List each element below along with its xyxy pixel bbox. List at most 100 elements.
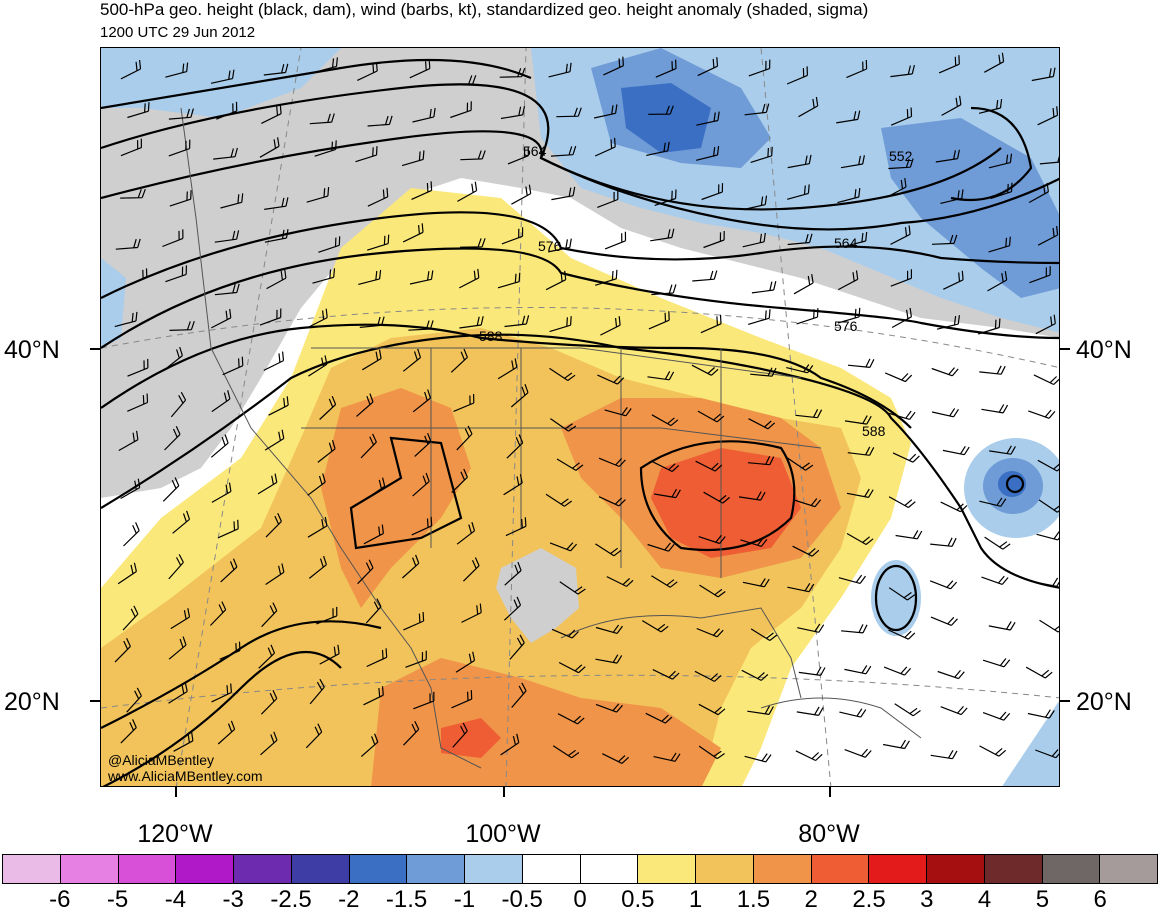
- wind-barb: [308, 555, 327, 579]
- wind-barb: [839, 708, 867, 718]
- anomaly-red-east: [651, 448, 801, 558]
- wind-barb: [367, 187, 389, 207]
- wind-barb: [787, 154, 812, 169]
- wind-barb: [319, 395, 337, 420]
- wind-barb: [356, 393, 374, 417]
- wind-barb: [603, 56, 624, 76]
- wind-barb: [122, 605, 139, 631]
- wind-barb: [797, 623, 825, 633]
- wind-barb: [263, 351, 285, 371]
- colorbar-swatch: [291, 855, 350, 883]
- anomaly-blue-se: [1002, 701, 1059, 786]
- wind-barb: [263, 63, 289, 76]
- colorbar-label: 3: [920, 886, 934, 913]
- wind-barb: [511, 682, 527, 708]
- wind-barb: [937, 670, 965, 680]
- wind-barb: [598, 457, 626, 468]
- wind-barb: [264, 429, 285, 451]
- wind-barb: [551, 186, 576, 201]
- wind-barb: [697, 410, 725, 423]
- wind-barb: [882, 739, 910, 750]
- wind-barb: [503, 596, 522, 621]
- wind-barb: [694, 670, 722, 682]
- wind-barb: [698, 703, 726, 716]
- wind-barb: [452, 722, 468, 748]
- wind-barb: [460, 150, 486, 161]
- wind-barb: [748, 418, 776, 430]
- wind-barb: [645, 712, 673, 724]
- wind-barb: [499, 68, 526, 78]
- wind-barb: [497, 358, 518, 380]
- wind-barb: [648, 311, 670, 330]
- wind-barb: [363, 686, 384, 706]
- wind-barb: [595, 624, 623, 634]
- wind-barb: [888, 496, 916, 509]
- wind-barb: [598, 496, 626, 507]
- tick: [90, 700, 100, 702]
- wind-barb: [795, 409, 823, 419]
- wind-barb: [1035, 749, 1059, 759]
- wind-barb: [118, 430, 139, 452]
- wind-barb: [988, 236, 1011, 253]
- wind-barb: [888, 587, 916, 601]
- wind-barb: [412, 389, 431, 413]
- wind-barb: [891, 307, 912, 329]
- colorbar-label: -3: [222, 886, 244, 913]
- borders: [180, 107, 922, 769]
- wind-barb: [940, 189, 964, 204]
- wind-barb: [798, 666, 826, 676]
- wind-barb: [978, 99, 1003, 114]
- wind-barb: [744, 753, 772, 763]
- wind-barb: [266, 269, 287, 290]
- wind-barb: [265, 563, 285, 585]
- colorbar-label: 2.5: [852, 886, 886, 913]
- wind-barb: [360, 733, 379, 758]
- map-svg: 564 552 576 564 588 576 588: [101, 48, 1059, 786]
- wind-barb: [597, 190, 619, 208]
- colorbar-swatch: [118, 855, 177, 883]
- wind-barb: [456, 425, 473, 451]
- contour-labels: 564 552 576 564 588 576 588: [479, 143, 913, 439]
- wind-barb: [307, 516, 328, 538]
- wind-barb: [1027, 709, 1055, 719]
- colorbar-swatch: [176, 855, 234, 883]
- wind-barb: [1033, 374, 1059, 386]
- contour-label: 576: [834, 318, 858, 334]
- wind-barb: [545, 270, 567, 291]
- wind-barb: [556, 458, 584, 471]
- wind-barb: [257, 473, 278, 495]
- colorbar-swatch: [927, 855, 985, 883]
- wind-barb: [507, 146, 529, 165]
- wind-barb: [931, 367, 959, 377]
- wind-barb: [696, 627, 724, 638]
- colorbar-swatch: [407, 855, 465, 883]
- wind-barb: [402, 348, 422, 372]
- wind-barb: [168, 139, 191, 157]
- wind-barb: [981, 404, 1009, 414]
- wind-barb: [1028, 182, 1049, 204]
- wind-barb: [888, 158, 914, 170]
- wind-barb: [747, 705, 774, 715]
- wind-barb: [548, 62, 572, 78]
- colorbar-swatch: [638, 855, 696, 883]
- wind-barb: [165, 265, 187, 283]
- wind-barb: [691, 364, 719, 376]
- wind-barb: [1039, 155, 1059, 165]
- wind-barb: [545, 493, 573, 507]
- wind-barb: [260, 690, 278, 715]
- wind-barb: [602, 753, 630, 764]
- wind-barb: [506, 434, 524, 459]
- wind-barb: [367, 234, 390, 251]
- wind-barb: [403, 611, 425, 631]
- wind-barb: [308, 355, 328, 377]
- wind-barb: [846, 488, 874, 498]
- wind-barb: [604, 231, 627, 250]
- colorbar-label: 0: [573, 886, 587, 913]
- wind-barb: [696, 146, 720, 161]
- wind-barb: [844, 665, 872, 675]
- wind-barb: [510, 384, 529, 408]
- wind-barb: [551, 628, 579, 639]
- wind-barb: [409, 270, 434, 285]
- wind-barb: [261, 104, 282, 124]
- wind-barb: [751, 281, 777, 294]
